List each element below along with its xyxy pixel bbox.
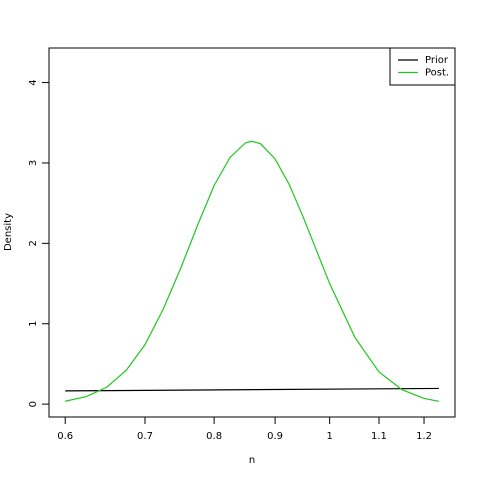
- y-tick-label: 1: [28, 321, 39, 327]
- y-tick-label: 3: [28, 160, 39, 166]
- x-tick-label: 0.6: [57, 431, 73, 442]
- y-tick-label: 0: [28, 401, 39, 407]
- x-tick-label: 1.2: [416, 431, 432, 442]
- legend-box: [389, 47, 456, 86]
- x-tick-label: 1.1: [371, 431, 387, 442]
- y-tick-label: 4: [28, 79, 39, 85]
- x-tick-label: 1: [326, 431, 332, 442]
- legend-label: Post.: [425, 68, 449, 79]
- plot-box: [48, 47, 456, 418]
- x-axis-label: n: [249, 455, 255, 466]
- y-tick-label: 2: [28, 240, 39, 246]
- x-tick-label: 0.8: [206, 431, 222, 442]
- y-axis-label: Density: [3, 213, 14, 251]
- series-line: [65, 140, 440, 402]
- x-tick-label: 0.9: [267, 431, 283, 442]
- legend-label: Prior: [425, 55, 449, 66]
- series-line: [65, 387, 439, 392]
- x-tick-label: 0.7: [137, 431, 153, 442]
